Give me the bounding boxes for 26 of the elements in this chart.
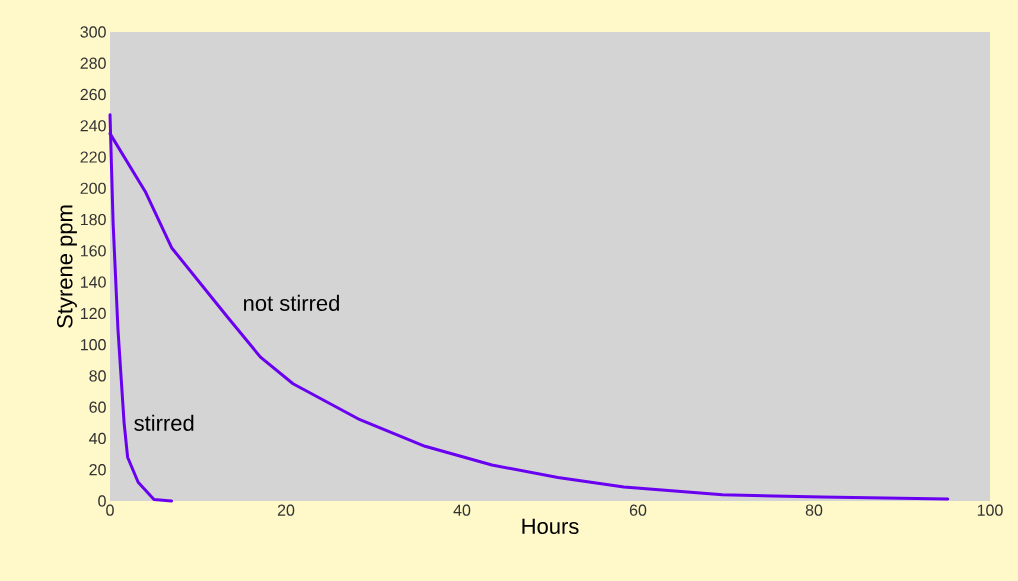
y-tick-label: 240 (80, 120, 106, 132)
y-tick-label: 0 (98, 495, 106, 507)
x-tick-label: 100 (977, 504, 1003, 516)
x-axis-title: Hours (522, 518, 579, 535)
y-tick-label: 140 (81, 276, 106, 288)
y-axis-title: Styrene ppm (56, 205, 77, 328)
y-tick-label: 160 (81, 245, 106, 257)
y-tick-label: 180 (81, 213, 106, 226)
x-tick-label: 40 (453, 504, 471, 516)
y-tick-label: 300 (80, 26, 106, 38)
y-tick-label: 40 (89, 432, 106, 445)
series-label: not stirred (244, 294, 339, 311)
y-tick-label: 80 (89, 370, 106, 382)
x-tick-label: 80 (805, 504, 823, 516)
y-tick-label: 280 (80, 57, 106, 69)
x-tick-label: 20 (277, 504, 295, 516)
y-tick-label: 60 (89, 401, 106, 413)
y-tick-label: 20 (89, 464, 106, 476)
y-tick-label: 200 (80, 182, 106, 194)
y-tick-label: 120 (81, 307, 106, 320)
y-tick-label: 220 (80, 151, 106, 163)
x-tick-label: 60 (629, 504, 647, 516)
series-label: stirred (134, 414, 194, 431)
y-tick-label: 260 (80, 88, 106, 101)
y-tick-label: 100 (81, 339, 106, 351)
x-tick-label: 0 (106, 504, 114, 516)
